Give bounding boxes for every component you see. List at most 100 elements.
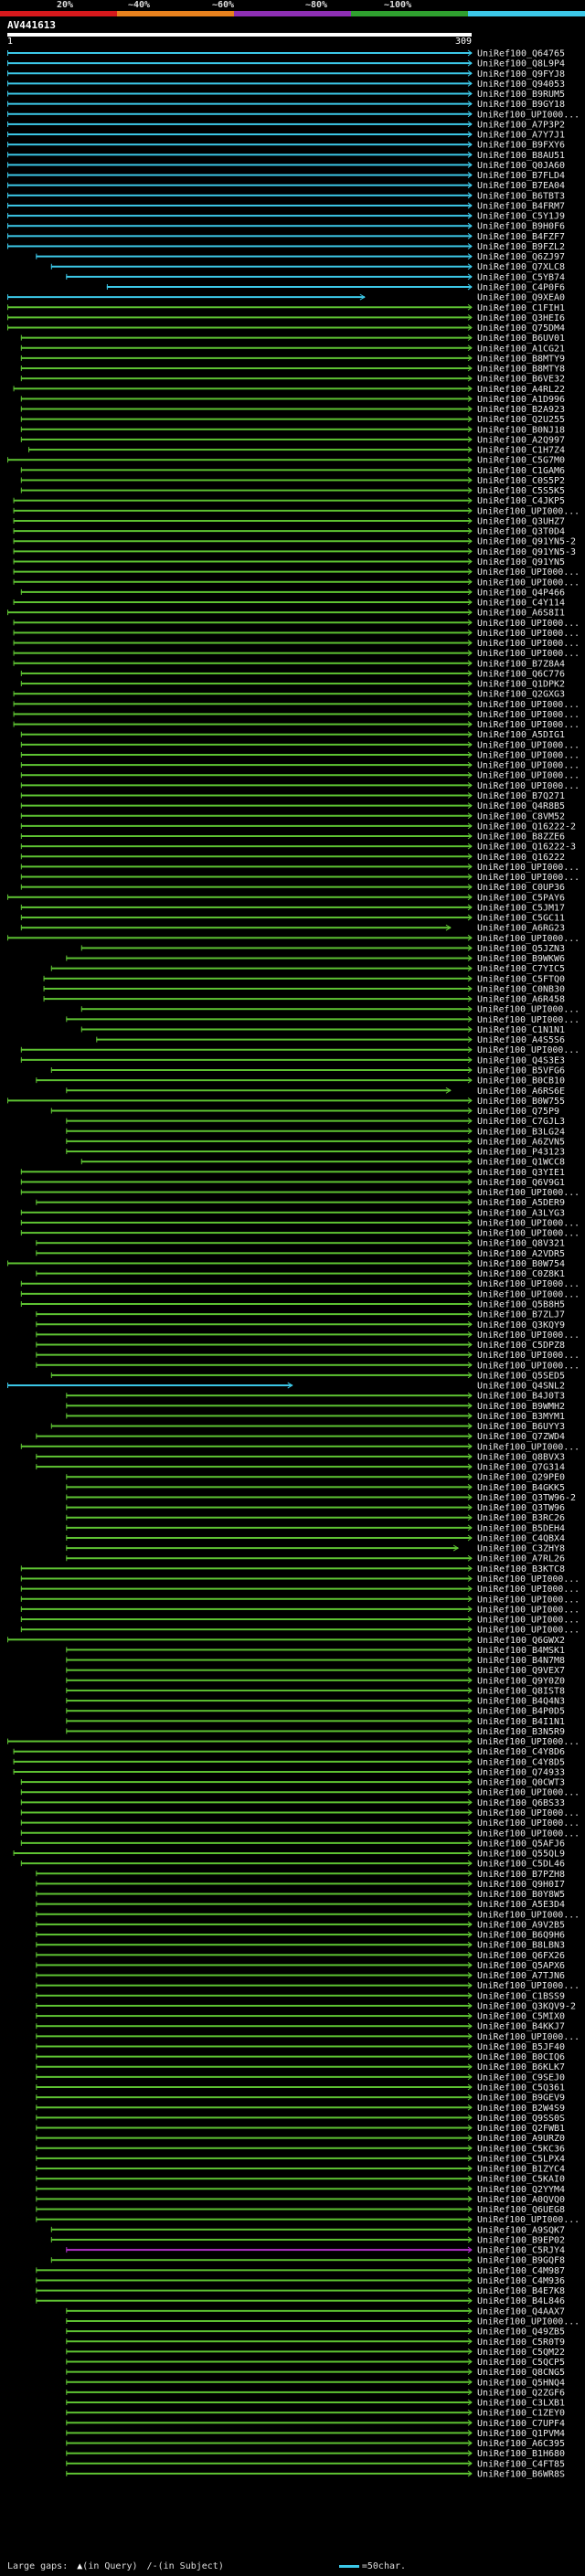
hit-bar[interactable] xyxy=(20,1191,473,1193)
hit-label[interactable]: UniRef100_A9SQK7 xyxy=(477,2225,565,2235)
hit-bar[interactable] xyxy=(7,204,472,207)
hit-label[interactable]: UniRef100_A9URZ0 xyxy=(477,2134,565,2144)
hit-bar[interactable] xyxy=(13,621,472,624)
hit-bar[interactable] xyxy=(20,398,473,400)
hit-row[interactable]: UniRef100_A0QVQ0 xyxy=(36,2195,565,2205)
hit-row[interactable]: UniRef100_Q7G314 xyxy=(36,1463,565,1473)
hit-row[interactable]: UniRef100_A5DIG1 xyxy=(20,730,565,740)
hit-bar[interactable] xyxy=(66,2390,472,2393)
hit-label[interactable]: UniRef100_Q91YN5-3 xyxy=(477,547,576,557)
hit-label[interactable]: UniRef100_Q4SNL2 xyxy=(477,1382,565,1392)
hit-label[interactable]: UniRef100_Q16222-3 xyxy=(477,843,576,853)
hit-bar[interactable] xyxy=(20,356,473,359)
hit-row[interactable]: UniRef100_UPI000... xyxy=(20,1574,580,1585)
hit-row[interactable]: UniRef100_Q4R8B5 xyxy=(20,801,565,811)
hit-row[interactable]: UniRef100_UPI000... xyxy=(7,110,580,120)
hit-label[interactable]: UniRef100_A0QVQ0 xyxy=(477,2195,565,2205)
hit-label[interactable]: UniRef100_UPI000... xyxy=(477,1910,580,1920)
hit-row[interactable]: UniRef100_Q7ZWD4 xyxy=(36,1432,565,1442)
hit-label[interactable]: UniRef100_Q6UEG8 xyxy=(477,2205,565,2215)
hit-label[interactable]: UniRef100_A6S8I1 xyxy=(477,609,565,619)
hit-row[interactable]: UniRef100_C7YIC5 xyxy=(50,964,565,974)
hit-label[interactable]: UniRef100_Q3T0D4 xyxy=(477,527,565,537)
hit-label[interactable]: UniRef100_C5QCP5 xyxy=(477,2358,565,2368)
hit-bar[interactable] xyxy=(7,235,472,238)
hit-label[interactable]: UniRef100_Q4P466 xyxy=(477,588,565,598)
hit-label[interactable]: UniRef100_C5PAY6 xyxy=(477,893,565,903)
hit-bar[interactable] xyxy=(7,184,472,186)
hit-row[interactable]: UniRef100_C0UP36 xyxy=(20,883,565,893)
hit-label[interactable]: UniRef100_Q8L9P4 xyxy=(477,59,565,69)
hit-row[interactable]: UniRef100_Q3T0D4 xyxy=(13,527,565,537)
hit-label[interactable]: UniRef100_Q4S3E3 xyxy=(477,1055,565,1065)
hit-row[interactable]: UniRef100_B4Q4N3 xyxy=(66,1697,565,1707)
hit-label[interactable]: UniRef100_Q0JA60 xyxy=(477,161,565,171)
hit-bar[interactable] xyxy=(66,2380,472,2383)
hit-row[interactable]: UniRef100_Q6C776 xyxy=(20,669,565,679)
hit-bar[interactable] xyxy=(36,2136,473,2139)
hit-bar[interactable] xyxy=(66,275,472,278)
hit-label[interactable]: UniRef100_Q2ZGF6 xyxy=(477,2388,565,2398)
hit-bar[interactable] xyxy=(20,845,473,848)
hit-bar[interactable] xyxy=(20,1831,473,1834)
hit-label[interactable]: UniRef100_UPI000... xyxy=(477,771,580,781)
hit-row[interactable]: UniRef100_Q8CNG5 xyxy=(66,2368,565,2378)
hit-row[interactable]: UniRef100_B4J0T3 xyxy=(66,1392,565,1402)
hit-bar[interactable] xyxy=(36,2157,473,2159)
hit-row[interactable]: UniRef100_B3N5R9 xyxy=(66,1727,565,1737)
hit-label[interactable]: UniRef100_B1ZYC4 xyxy=(477,2165,565,2175)
hit-row[interactable]: UniRef100_C0S5P2 xyxy=(20,476,565,486)
hit-bar[interactable] xyxy=(50,1109,472,1112)
hit-row[interactable]: UniRef100_Q1PVM4 xyxy=(66,2429,565,2439)
hit-row[interactable]: UniRef100_C5LPX4 xyxy=(36,2154,565,2164)
hit-bar[interactable] xyxy=(43,977,473,980)
hit-row[interactable]: UniRef100_Q91YN5-2 xyxy=(13,537,576,547)
hit-label[interactable]: UniRef100_UPI000... xyxy=(477,649,580,659)
hit-row[interactable]: UniRef100_Q9XEA0 xyxy=(7,293,565,303)
hit-bar[interactable] xyxy=(20,1221,473,1224)
hit-bar[interactable] xyxy=(20,438,473,440)
hit-label[interactable]: UniRef100_UPI000... xyxy=(477,1442,580,1452)
hit-label[interactable]: UniRef100_C4Y114 xyxy=(477,599,565,609)
hit-row[interactable]: UniRef100_B9RUM5 xyxy=(7,90,565,100)
hit-row[interactable]: UniRef100_A9URZ0 xyxy=(36,2134,565,2144)
hit-row[interactable]: UniRef100_UPI000... xyxy=(20,1279,580,1289)
hit-label[interactable]: UniRef100_Q8BVX3 xyxy=(477,1452,565,1462)
hit-label[interactable]: UniRef100_C1N1N1 xyxy=(477,1025,565,1035)
hit-row[interactable]: UniRef100_Q5AFJ6 xyxy=(20,1839,565,1849)
hit-bar[interactable] xyxy=(66,1486,472,1489)
hit-label[interactable]: UniRef100_Q3KQY9 xyxy=(477,1320,565,1330)
hit-label[interactable]: UniRef100_C5KC36 xyxy=(477,2144,565,2154)
hit-label[interactable]: UniRef100_C4M987 xyxy=(477,2266,565,2276)
hit-row[interactable]: UniRef100_B4FZF7 xyxy=(7,232,565,242)
hit-row[interactable]: UniRef100_UPI000... xyxy=(13,720,580,730)
hit-label[interactable]: UniRef100_Q8CNG5 xyxy=(477,2368,565,2378)
hit-label[interactable]: UniRef100_Q49ZB5 xyxy=(477,2327,565,2337)
hit-bar[interactable] xyxy=(13,530,472,533)
hit-row[interactable]: UniRef100_UPI000... xyxy=(36,1330,580,1341)
hit-bar[interactable] xyxy=(36,1984,473,1987)
hit-row[interactable]: UniRef100_Q4AAX7 xyxy=(66,2306,565,2316)
hit-row[interactable]: UniRef100_C5R0T9 xyxy=(66,2337,565,2348)
hit-bar[interactable] xyxy=(36,1994,473,1997)
hit-label[interactable]: UniRef100_Q9FYJ8 xyxy=(477,69,565,80)
hit-label[interactable]: UniRef100_UPI000... xyxy=(477,1279,580,1289)
hit-bar[interactable] xyxy=(36,1934,473,1936)
hit-row[interactable]: UniRef100_C7UPF4 xyxy=(66,2419,565,2429)
hit-label[interactable]: UniRef100_A6RS6E xyxy=(477,1087,565,1097)
hit-row[interactable]: UniRef100_B4P0D5 xyxy=(66,1707,565,1717)
hit-label[interactable]: UniRef100_B6WR8S xyxy=(477,2469,565,2479)
hit-row[interactable]: UniRef100_UPI000... xyxy=(13,649,580,659)
hit-label[interactable]: UniRef100_C7GJL3 xyxy=(477,1117,565,1127)
hit-row[interactable]: UniRef100_C5Q361 xyxy=(36,2083,565,2094)
hit-bar[interactable] xyxy=(50,1425,472,1427)
hit-row[interactable]: UniRef100_B7Q271 xyxy=(20,791,565,801)
hit-label[interactable]: UniRef100_C5GC11 xyxy=(477,914,565,924)
hit-label[interactable]: UniRef100_B8ZZE6 xyxy=(477,832,565,843)
hit-label[interactable]: UniRef100_B5DEH4 xyxy=(477,1523,565,1533)
hit-bar[interactable] xyxy=(20,814,473,817)
hit-bar[interactable] xyxy=(66,957,472,959)
hit-bar[interactable] xyxy=(36,2289,473,2292)
hit-label[interactable]: UniRef100_C7YIC5 xyxy=(477,964,565,974)
hit-bar[interactable] xyxy=(13,1750,472,1753)
